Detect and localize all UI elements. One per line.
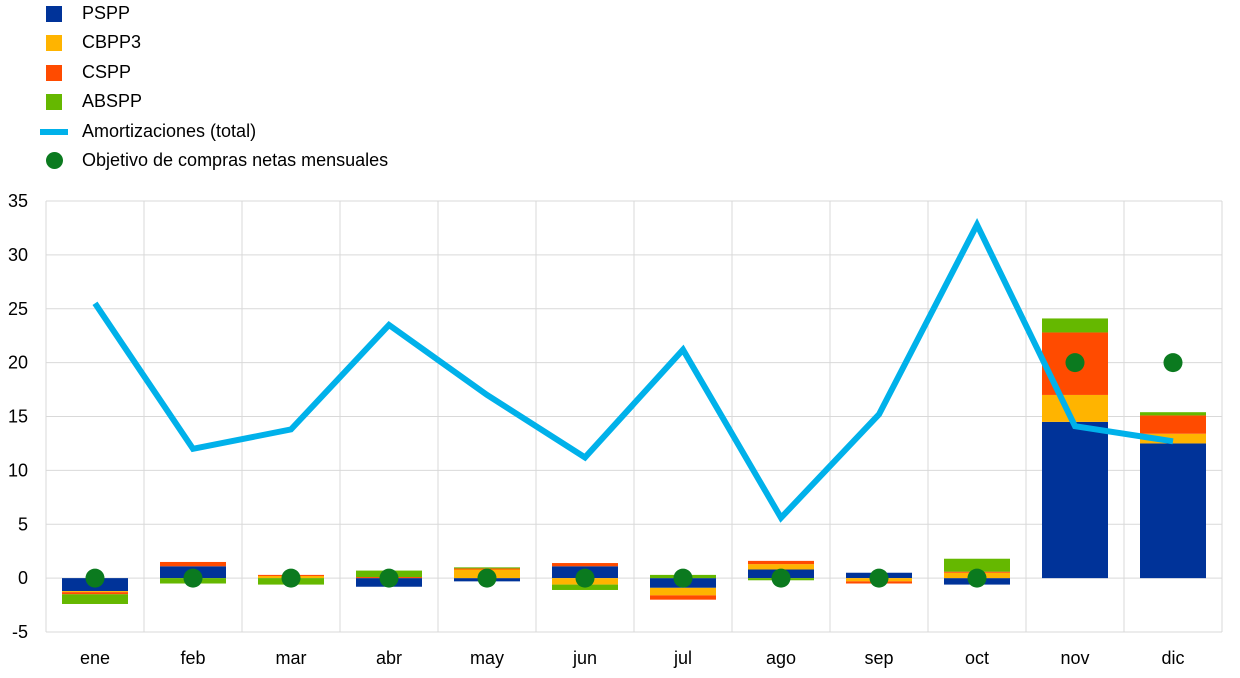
x-tick-label: dic xyxy=(1161,648,1184,668)
dot-objetivo-may xyxy=(477,568,497,588)
legend-swatch-cspp xyxy=(46,64,62,81)
bar-abspp-ene xyxy=(62,594,128,604)
legend-label-cspp: CSPP xyxy=(82,61,132,82)
line-amortizaciones-total xyxy=(92,218,1174,523)
bar-cspp-ago xyxy=(748,560,814,565)
legend-swatch-abspp xyxy=(46,94,62,111)
bar-pspp-nov xyxy=(1042,421,1108,579)
legend-label-objetivo: Objetivo de compras netas mensuales xyxy=(82,149,389,170)
dot-objetivo-sep xyxy=(869,568,889,588)
x-tick-label: sep xyxy=(864,648,893,668)
dot-objetivo-jun xyxy=(575,568,595,588)
x-tick-label: jul xyxy=(673,648,692,668)
y-tick-label: 20 xyxy=(8,353,28,373)
bar-cbpp3-nov xyxy=(1042,394,1108,422)
y-tick-label: 30 xyxy=(8,245,28,265)
bar-cspp-jul xyxy=(650,595,716,600)
legend-label-amortizaciones: Amortizaciones (total) xyxy=(82,120,257,141)
x-tick-label: may xyxy=(470,648,504,668)
dot-objetivo-ago xyxy=(771,568,791,588)
legend-label-cbpp3: CBPP3 xyxy=(82,32,142,53)
bar-cbpp3-ene xyxy=(62,591,128,593)
bar-cspp-jun xyxy=(552,563,618,567)
x-tick-label: jun xyxy=(572,648,597,668)
x-tick-label: nov xyxy=(1060,648,1089,668)
x-tick-label: ene xyxy=(80,648,110,668)
y-tick-label: 0 xyxy=(18,568,28,588)
x-tick-label: mar xyxy=(276,648,307,668)
dot-objetivo-abr xyxy=(379,568,399,588)
y-tick-label: 5 xyxy=(18,514,28,534)
dot-objetivo-oct xyxy=(967,568,987,588)
legend-swatch-objetivo xyxy=(46,151,63,169)
bar-abspp-nov xyxy=(1042,318,1108,333)
dot-objetivo-jul xyxy=(673,568,693,588)
dot-objetivo-nov xyxy=(1065,353,1085,373)
dot-objetivo-dic xyxy=(1163,353,1183,373)
legend-label-pspp: PSPP xyxy=(82,3,131,23)
bar-cbpp3-ago xyxy=(748,564,814,570)
bar-cspp-feb xyxy=(160,561,226,567)
x-tick-label: feb xyxy=(180,648,205,668)
x-tick-label: oct xyxy=(965,648,989,668)
bar-pspp-dic xyxy=(1140,443,1206,579)
bar-cspp-dic xyxy=(1140,415,1206,434)
y-tick-label: 10 xyxy=(8,460,28,480)
y-tick-label: 25 xyxy=(8,299,28,319)
bar-abspp-oct xyxy=(944,558,1010,572)
dot-objetivo-mar xyxy=(281,568,301,588)
legend-swatch-cbpp3 xyxy=(46,35,62,52)
dot-objetivo-ene xyxy=(85,568,105,588)
y-tick-label: 15 xyxy=(8,407,28,427)
legend-label-abspp: ABSPP xyxy=(82,91,143,112)
bar-abspp-dic xyxy=(1140,412,1206,416)
bar-abspp-may xyxy=(454,567,520,569)
y-tick-label: 35 xyxy=(8,191,28,211)
legend-swatch-amortizaciones xyxy=(40,128,68,135)
x-tick-label: ago xyxy=(766,648,796,668)
dot-objetivo-feb xyxy=(183,568,203,588)
bar-cspp-ene xyxy=(62,592,128,595)
y-tick-label: -5 xyxy=(12,622,28,642)
legend-swatch-pspp xyxy=(46,6,62,22)
x-tick-label: abr xyxy=(376,648,402,668)
bar-cbpp3-jul xyxy=(650,587,716,596)
